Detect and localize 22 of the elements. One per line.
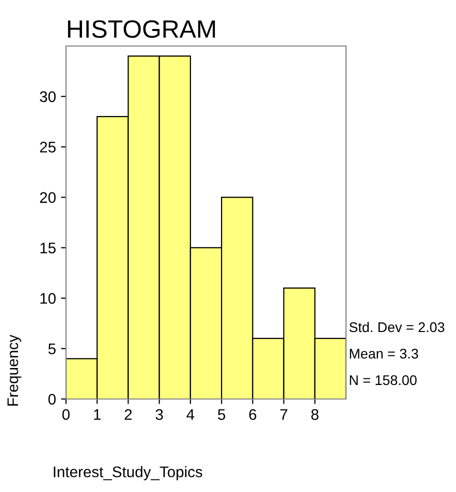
x-tick-label: 7 xyxy=(280,409,288,420)
y-tick-label: 15 xyxy=(40,242,56,254)
x-tick-label: 4 xyxy=(186,409,194,420)
y-tick-label: 5 xyxy=(48,344,56,354)
y-tick-label: 25 xyxy=(40,142,56,153)
y-tick-label: 10 xyxy=(40,293,56,304)
y-tick-label: 30 xyxy=(40,91,56,102)
y-tick-label: 0 xyxy=(48,394,56,405)
x-tick-label: 5 xyxy=(218,409,226,420)
chart-title: HISTOGRAM xyxy=(68,20,215,38)
x-tick-label: 3 xyxy=(156,409,163,420)
x-tick-label: 2 xyxy=(124,409,132,420)
text: Mean = 3.3 xyxy=(350,348,418,359)
text: Std. Dev = 2.03 xyxy=(349,322,444,332)
y-axis-title: Frequency xyxy=(8,334,22,406)
x-tick-label: 6 xyxy=(249,409,256,420)
text: N = 158.00 xyxy=(350,375,417,386)
y-tick-label: 20 xyxy=(40,192,56,203)
x-axis-title: Interest_Study_Topics xyxy=(54,466,202,480)
x-tick-label: 8 xyxy=(311,409,318,420)
x-tick-label: 0 xyxy=(62,409,70,420)
x-tick-label: 1 xyxy=(94,409,101,420)
